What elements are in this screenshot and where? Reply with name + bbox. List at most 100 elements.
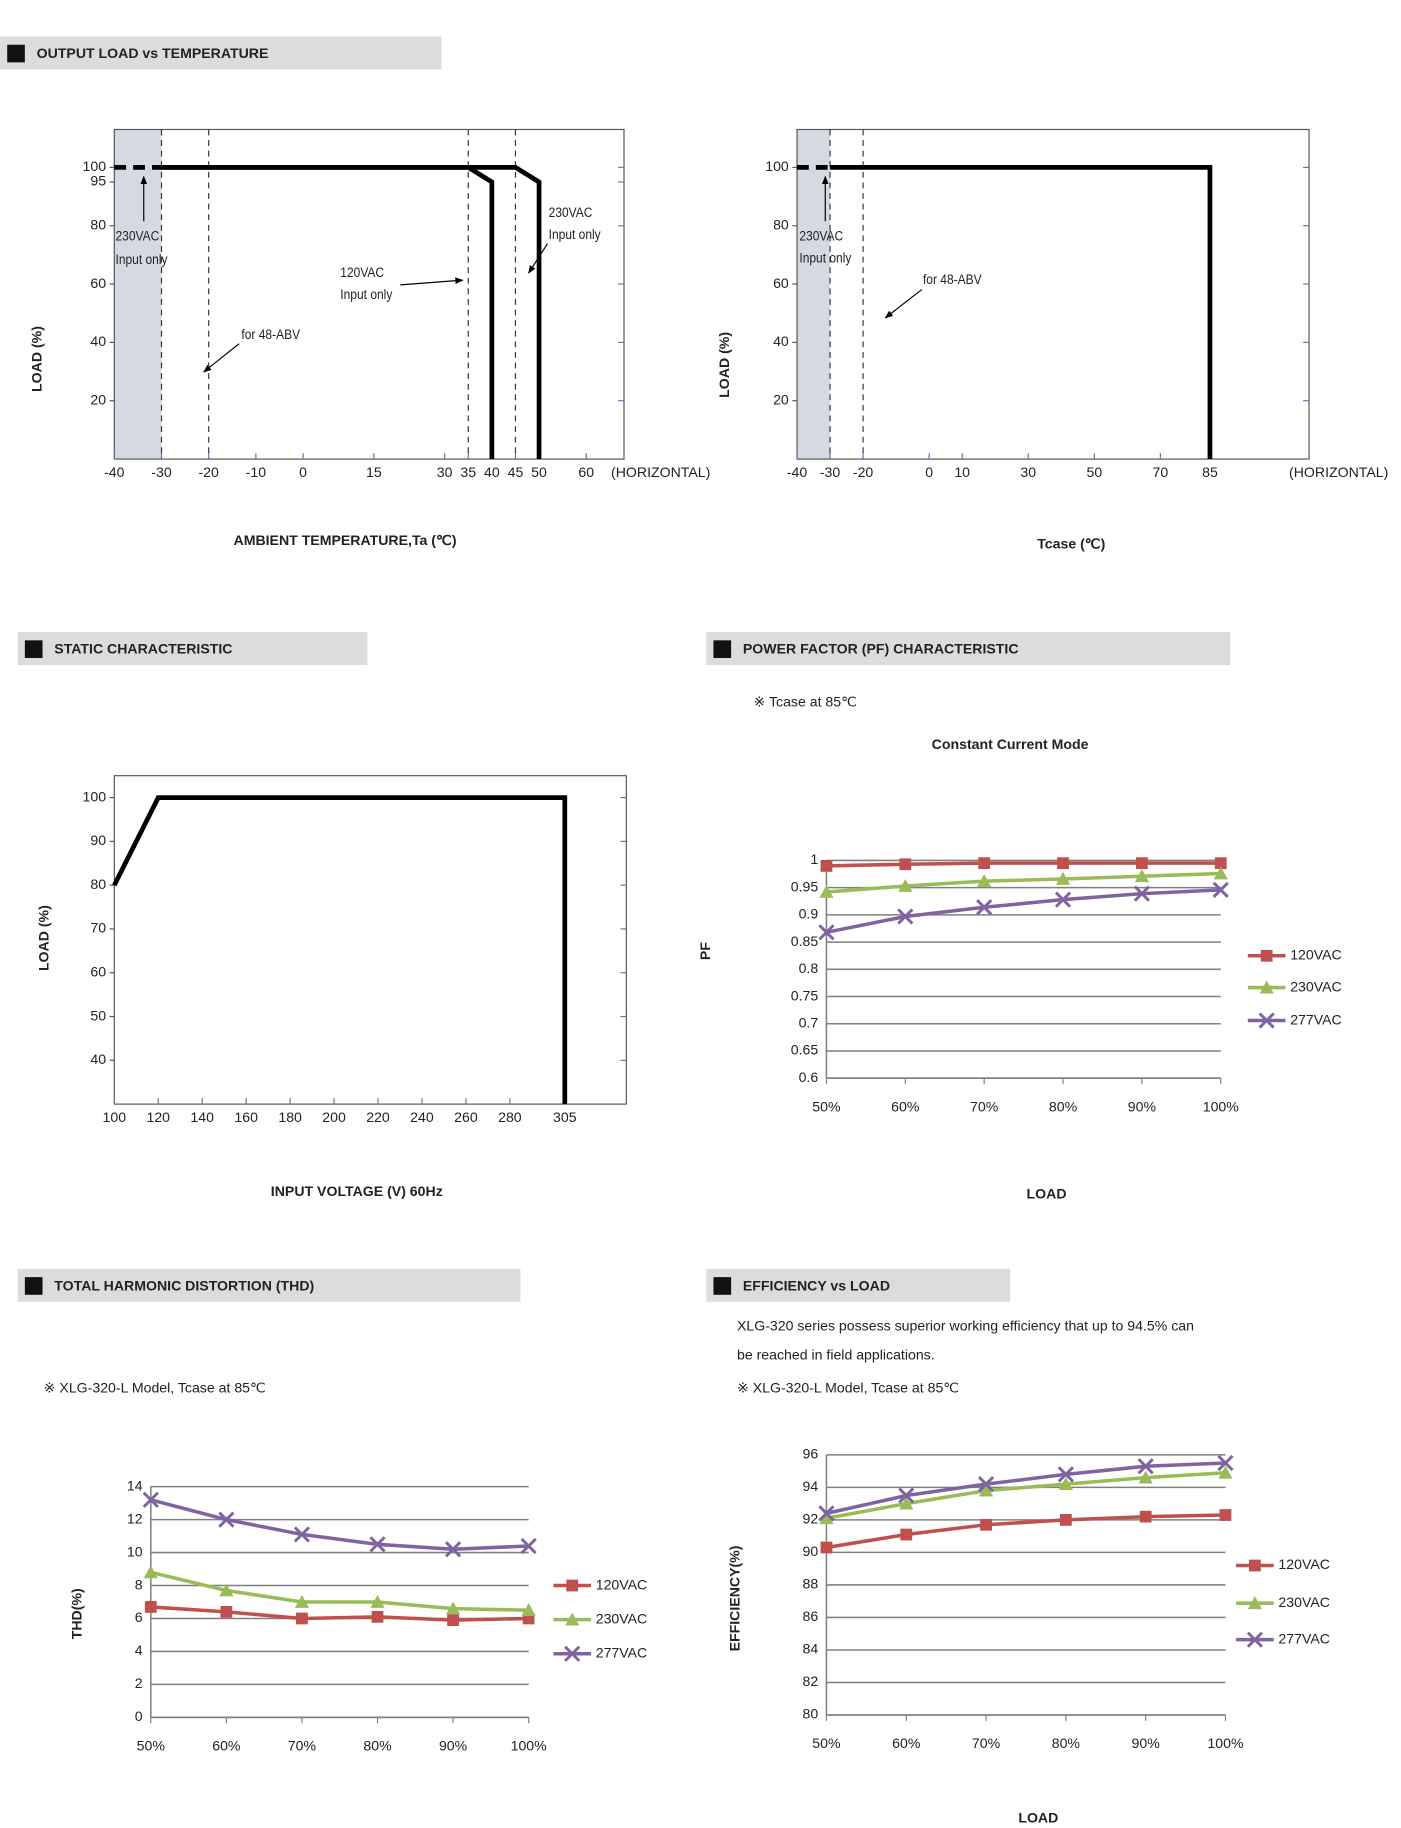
y-tick-label: 82 (803, 1673, 819, 1689)
y-tick-label: 60 (90, 963, 106, 979)
x-tick-label: 100% (1207, 1735, 1244, 1751)
marker (1247, 1596, 1262, 1610)
marker (976, 899, 993, 916)
legend-label: 230VAC (1278, 1594, 1330, 1610)
marker (897, 908, 914, 925)
series-line (830, 165, 1213, 460)
y-tick-label: 0.9 (799, 906, 819, 922)
x-tick-label: 100 (103, 1109, 127, 1125)
heading-bullet (7, 44, 25, 63)
annotation: 230VAC (799, 227, 843, 243)
heading-background (17, 1268, 521, 1302)
y-tick-label: 80 (773, 216, 789, 232)
legend-label: 277VAC (596, 1645, 648, 1661)
marker (1259, 980, 1274, 994)
annotation: Input only (549, 226, 601, 242)
x-tick-label: 40 (484, 464, 500, 480)
x-tick-label: 50% (137, 1738, 166, 1754)
legend-label: 120VAC (1290, 947, 1342, 963)
x-tick-label: 50% (812, 1735, 841, 1751)
marker (520, 1537, 537, 1555)
marker (900, 1528, 913, 1541)
x-tick-label: -40 (787, 464, 808, 480)
x-axis-label: LOAD (1018, 1809, 1058, 1825)
description: XLG-320 series possess superior working … (737, 1317, 1194, 1333)
x-tick-label: 260 (454, 1109, 478, 1125)
marker (1138, 1470, 1153, 1484)
annotation: 230VAC (549, 204, 593, 220)
y-tick-label: 2 (135, 1675, 143, 1691)
series-line (826, 1470, 1226, 1521)
marker (371, 1610, 384, 1623)
marker (820, 860, 833, 872)
marker (220, 1606, 233, 1618)
marker (1059, 1514, 1072, 1526)
marker (977, 1476, 995, 1493)
marker (565, 1612, 580, 1626)
chart-note: ※ XLG-320-L Model, Tcase at 85℃ (737, 1380, 959, 1396)
shaded-region (114, 129, 162, 460)
marker (818, 924, 835, 941)
marker (293, 1526, 311, 1543)
marker (978, 1483, 994, 1497)
y-tick-label: 70 (90, 920, 106, 936)
y-axis-label: EFFICIENCY(%) (727, 1546, 743, 1652)
section-heading: POWER FACTOR (PF) CHARACTERISTIC (743, 640, 1019, 656)
y-tick-label: 0.65 (791, 1042, 819, 1058)
plot-frame (113, 775, 627, 1105)
marker (522, 1612, 535, 1625)
marker (1260, 949, 1273, 962)
legend-label: 277VAC (1278, 1630, 1330, 1646)
y-tick-label: 40 (90, 1051, 106, 1067)
y-tick-label: 60 (773, 275, 789, 291)
y-tick-label: 20 (90, 391, 106, 407)
y-tick-label: 6 (135, 1609, 143, 1625)
y-tick-label: 90 (803, 1543, 819, 1559)
x-tick-label: 70% (288, 1738, 317, 1754)
marker (898, 1487, 915, 1504)
heading-bullet (24, 1277, 43, 1295)
annotation: 230VAC (115, 227, 159, 243)
y-tick-label: 10 (127, 1543, 143, 1559)
marker (898, 878, 913, 892)
x-tick-label: 160 (234, 1109, 258, 1125)
x-tick-label: 30 (1020, 464, 1036, 480)
y-tick-label: 0.95 (791, 878, 819, 894)
x-axis-label: LOAD (1027, 1185, 1067, 1201)
x-tick-label: 140 (190, 1109, 214, 1125)
y-tick-label: 0.7 (799, 1014, 819, 1030)
marker (1057, 857, 1069, 870)
y-tick-label: 0.6 (799, 1069, 819, 1085)
x-tick-label: -30 (151, 464, 172, 480)
marker (820, 1541, 833, 1554)
x-tick-label: 280 (498, 1109, 522, 1125)
x-tick-label: -20 (198, 464, 219, 480)
series-line (150, 1570, 529, 1613)
x-tick-label: 10 (954, 464, 970, 480)
annotation: 120VAC (340, 264, 384, 280)
x-tick-label: 35 (460, 464, 476, 480)
marker (142, 1491, 159, 1508)
x-tick-label: 70% (972, 1735, 1001, 1751)
heading-bullet (713, 640, 732, 658)
y-tick-label: 92 (803, 1511, 819, 1527)
y-tick-label: 14 (127, 1477, 143, 1493)
x-tick-label: 90% (1128, 1098, 1157, 1114)
y-axis-label: LOAD (%) (716, 332, 732, 398)
x-axis-label: Tcase (℃) (1037, 536, 1105, 552)
annotation-arrow (203, 343, 240, 373)
marker (818, 1505, 835, 1522)
marker (978, 857, 991, 870)
x-tick-label: 180 (278, 1109, 302, 1125)
x-tick-label: 90% (1132, 1735, 1161, 1751)
y-axis-label: THD(%) (69, 1588, 85, 1639)
section-heading: TOTAL HARMONIC DISTORTION (THD) (54, 1277, 314, 1293)
series-line (150, 1605, 529, 1622)
annotation: for 48-ABV (923, 271, 982, 287)
series-line (826, 871, 1221, 894)
marker (296, 1612, 308, 1625)
marker (819, 1511, 834, 1525)
marker (446, 1601, 461, 1615)
y-tick-label: 94 (803, 1478, 819, 1494)
x-tick-label: 60% (212, 1738, 241, 1754)
